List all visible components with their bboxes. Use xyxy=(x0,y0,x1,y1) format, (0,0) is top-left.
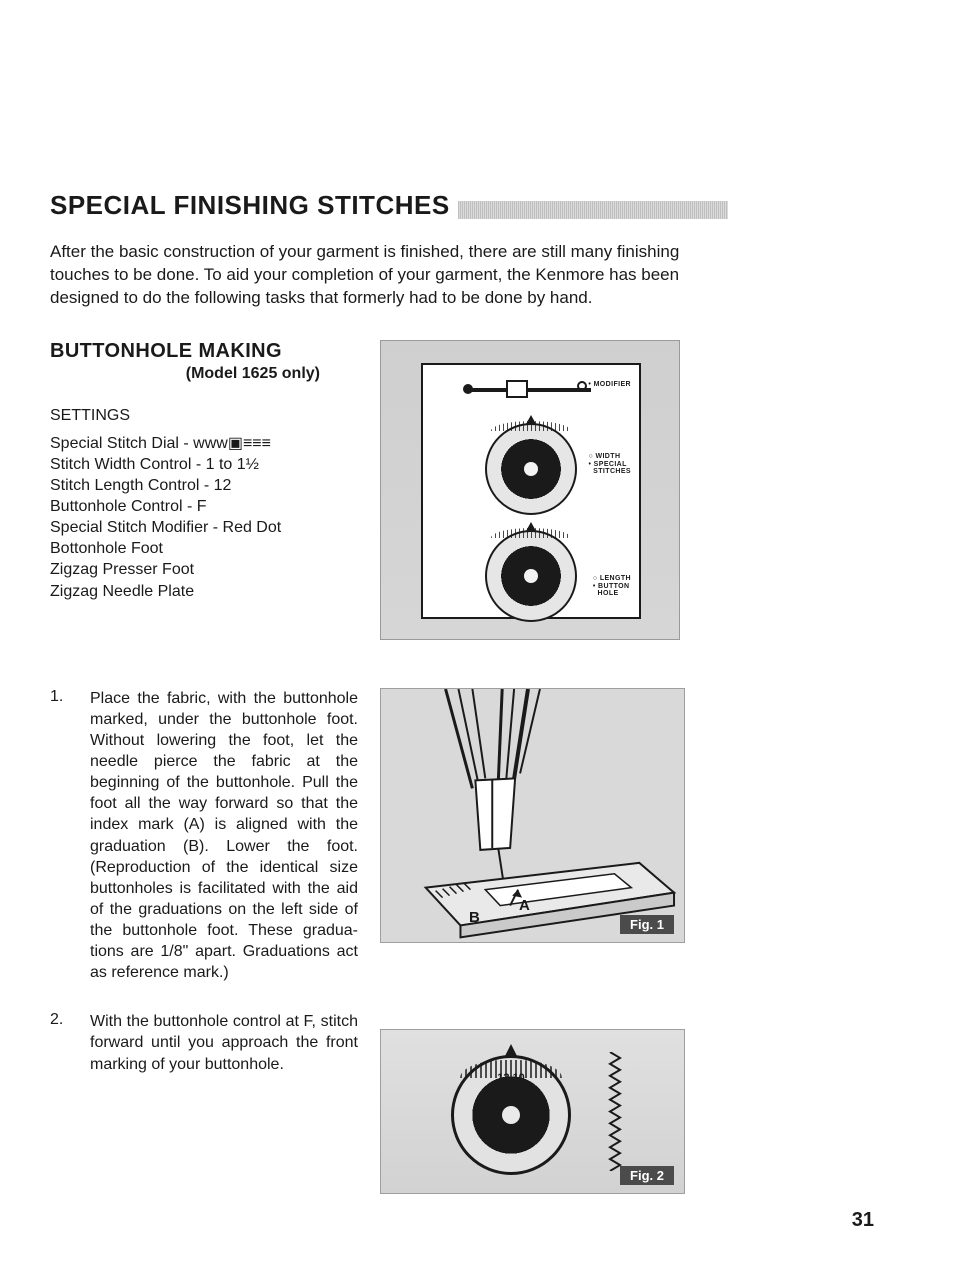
setting-item: Zigzag Needle Plate xyxy=(50,581,350,602)
setting-item: Zigzag Presser Foot xyxy=(50,559,350,580)
figure-2-label: Fig. 2 xyxy=(620,1166,674,1185)
setting-item: Special Stitch Modifier - Red Dot xyxy=(50,517,350,538)
slider-circle-icon xyxy=(577,381,587,391)
buttonhole-dial-icon: 12 10 xyxy=(451,1055,571,1175)
setting-item: Buttonhole Control - F xyxy=(50,496,350,517)
stitch-sample-icon xyxy=(608,1052,622,1171)
step-2-text: With the buttonhole control at F, stitch… xyxy=(90,1011,358,1194)
dial-numbers: 12 10 xyxy=(497,1072,525,1084)
step-number: 2. xyxy=(50,1011,68,1194)
page-title: SPECIAL FINISHING STITCHES xyxy=(50,190,450,221)
settings-diagram: • MODIFIER ○ WIDTH • SPECIAL STITCHES ○ … xyxy=(380,340,680,640)
model-subheading: (Model 1625 only) xyxy=(50,365,320,383)
title-stripe-decoration xyxy=(458,201,728,219)
setting-item: Bottonhole Foot xyxy=(50,538,350,559)
intro-paragraph: After the basic construction of your gar… xyxy=(50,241,680,310)
diagram-label-modifier: • MODIFIER xyxy=(588,381,631,389)
setting-item: Stitch Length Control - 12 xyxy=(50,475,350,496)
figure-1-marker-a: A xyxy=(519,897,530,914)
setting-item: Special Stitch Dial - www▣≡≡≡ xyxy=(50,433,350,454)
figure-1: A B Fig. 1 xyxy=(380,688,685,943)
figure-1-label: Fig. 1 xyxy=(620,915,674,934)
settings-label: SETTINGS xyxy=(50,407,350,425)
figure-1-marker-b: B xyxy=(469,909,480,926)
diagram-label-width: ○ WIDTH • SPECIAL STITCHES xyxy=(588,453,631,476)
width-dial-icon xyxy=(485,423,577,515)
page-number: 31 xyxy=(852,1209,874,1232)
step-1-text: Place the fabric, with the buttonhole ma… xyxy=(90,688,358,984)
figure-2: 12 10 Fig. 2 xyxy=(380,1029,685,1194)
section-heading-buttonhole: BUTTONHOLE MAKING xyxy=(50,340,350,363)
length-dial-icon xyxy=(485,530,577,622)
step-number: 1. xyxy=(50,688,68,984)
settings-list: Special Stitch Dial - www▣≡≡≡ Stitch Wid… xyxy=(50,433,350,602)
diagram-label-length: ○ LENGTH • BUTTON HOLE xyxy=(593,575,631,598)
setting-item: Stitch Width Control - 1 to 1½ xyxy=(50,454,350,475)
modifier-slider-icon xyxy=(471,388,591,392)
